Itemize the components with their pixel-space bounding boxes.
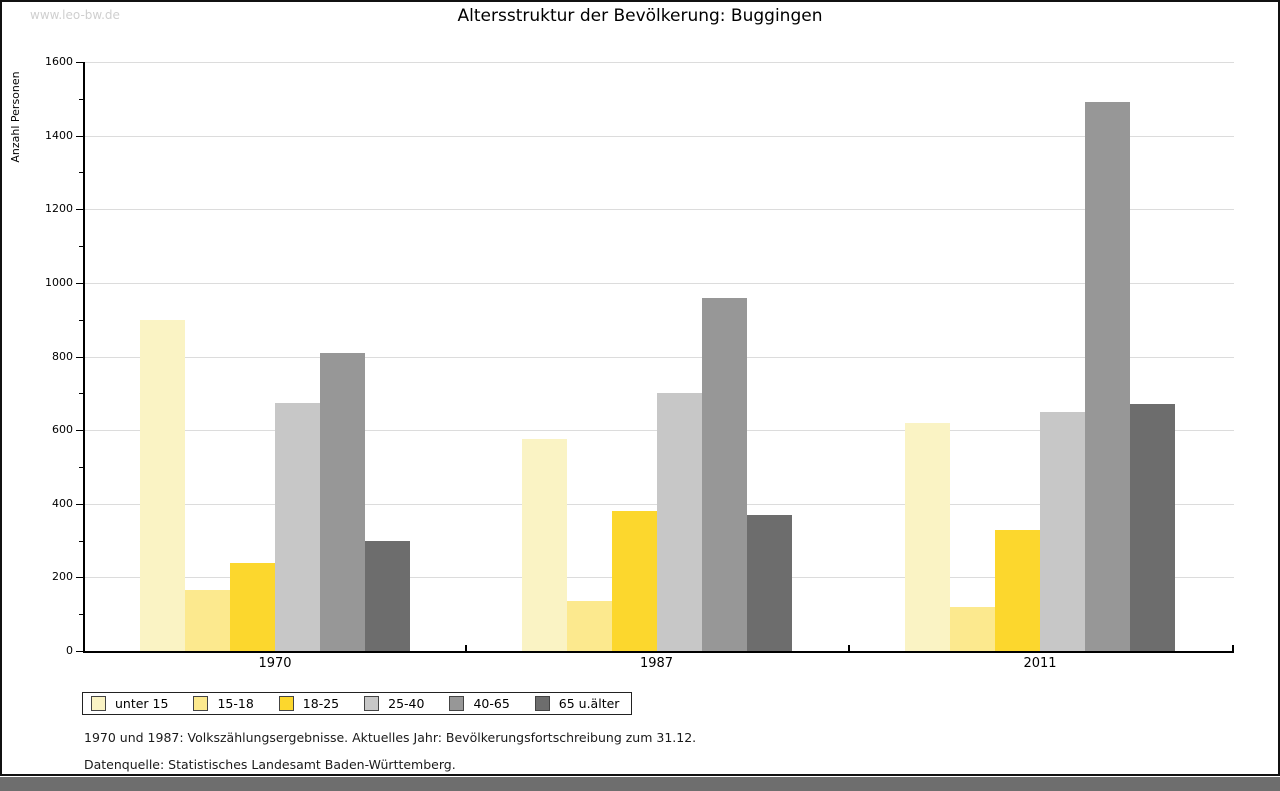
y-minor-tick-1500	[79, 98, 83, 100]
y-tick-800	[76, 356, 83, 358]
y-tick-label-1600: 1600	[45, 55, 73, 68]
legend-swatch-18-25	[278, 696, 294, 711]
bar-2011-25-40	[1040, 412, 1085, 651]
gridline-1400	[85, 135, 1234, 137]
y-axis-label: Anzahl Personen	[9, 71, 22, 163]
y-tick-1400	[76, 135, 83, 137]
y-minor-tick-100	[79, 614, 83, 616]
bar-1987-15-18	[566, 601, 612, 651]
legend-item-65-u-lter: 65 u.älter	[534, 696, 620, 711]
y-minor-tick-700	[79, 393, 83, 395]
y-tick-1200	[76, 209, 83, 211]
bar-1987-18-25	[611, 511, 657, 651]
x-category-label-2011: 2011	[1023, 656, 1057, 671]
legend-label: 65 u.älter	[558, 696, 620, 711]
legend-swatch-unter-15	[91, 696, 106, 711]
y-tick-1600	[76, 62, 83, 63]
y-tick-label-200: 200	[52, 570, 73, 584]
legend-label: unter 15	[115, 696, 169, 711]
y-minor-tick-900	[79, 319, 83, 321]
bar-2011-15-18	[950, 607, 995, 651]
bar-2011-unter-15	[905, 423, 950, 651]
x-boundary-tick-0	[465, 645, 467, 651]
x-category-label-1970: 1970	[258, 656, 292, 671]
page-title: Altersstruktur der Bevölkerung: Bugginge…	[457, 6, 823, 26]
legend-label: 40-65	[473, 696, 510, 711]
y-tick-label-1000: 1000	[45, 275, 73, 289]
plot-area: 0 200 400 600 800 1000 1200 1400 1600 1970 1987 201…	[45, 55, 1234, 671]
bar-1970-25-40	[275, 403, 320, 651]
legend-item-18-25: 18-25	[278, 696, 340, 711]
y-minor-tick-300	[79, 540, 83, 542]
bar-1987-65-u-lter	[746, 515, 792, 651]
gridline-1000	[85, 282, 1234, 284]
legend-swatch-25-40	[364, 696, 380, 711]
x-boundary-tick-2	[1232, 645, 1234, 651]
bar-1970-65-u-lter	[365, 541, 410, 651]
y-tick-label-1400: 1400	[45, 128, 73, 142]
y-tick-0	[76, 651, 83, 652]
y-tick-label-400: 400	[52, 496, 73, 510]
x-category-label-1987: 1987	[639, 656, 674, 671]
bar-2011-65-u-lter	[1130, 404, 1175, 651]
gridline-1200	[85, 209, 1234, 211]
y-tick-label-600: 600	[52, 423, 73, 437]
y-minor-tick-500	[79, 466, 83, 468]
bar-1970-40-65	[320, 353, 365, 651]
y-tick-1000	[76, 282, 83, 284]
footnote-data-source: Datenquelle: Statistisches Landesamt Bad…	[84, 757, 456, 772]
y-minor-tick-1100	[79, 246, 83, 248]
legend-swatch-40-65	[449, 696, 465, 711]
x-boundary-tick-1	[848, 645, 850, 651]
bar-1970-18-25	[230, 563, 275, 651]
y-minor-tick-1300	[79, 172, 83, 174]
y-tick-label-800: 800	[52, 349, 73, 363]
watermark: www.leo-bw.de	[30, 8, 120, 22]
gridline-1600	[85, 62, 1234, 63]
legend-label: 25-40	[388, 696, 425, 711]
y-tick-200	[76, 577, 83, 579]
legend: unter 15 15-18 18-25 25-40 40-65 65 u.älter	[82, 692, 633, 715]
y-tick-label-1200: 1200	[45, 202, 73, 216]
bar-1987-25-40	[656, 393, 702, 651]
y-tick-label-0: 0	[66, 644, 73, 657]
bar-2011-40-65	[1085, 102, 1130, 651]
y-tick-600	[76, 430, 83, 432]
gridline-800	[85, 356, 1234, 358]
legend-item-40-65: 40-65	[449, 696, 510, 711]
footnote-source-years: 1970 und 1987: Volkszählungsergebnisse. …	[84, 730, 697, 745]
bar-1970-unter-15	[140, 320, 185, 651]
bar-1987-40-65	[701, 298, 747, 651]
window-bottom-edge	[0, 777, 1280, 791]
legend-item-unter-15: unter 15	[91, 696, 168, 711]
y-tick-400	[76, 503, 83, 505]
legend-item-15-18: 15-18	[193, 696, 254, 711]
legend-swatch-15-18	[193, 696, 209, 711]
bar-2011-18-25	[995, 530, 1040, 651]
legend-label: 18-25	[302, 696, 340, 711]
bar-1987-unter-15	[521, 439, 567, 651]
legend-label: 15-18	[217, 696, 254, 711]
bar-1970-15-18	[185, 590, 230, 651]
legend-item-25-40: 25-40	[364, 696, 424, 711]
legend-swatch-65-u-lter	[534, 696, 550, 711]
